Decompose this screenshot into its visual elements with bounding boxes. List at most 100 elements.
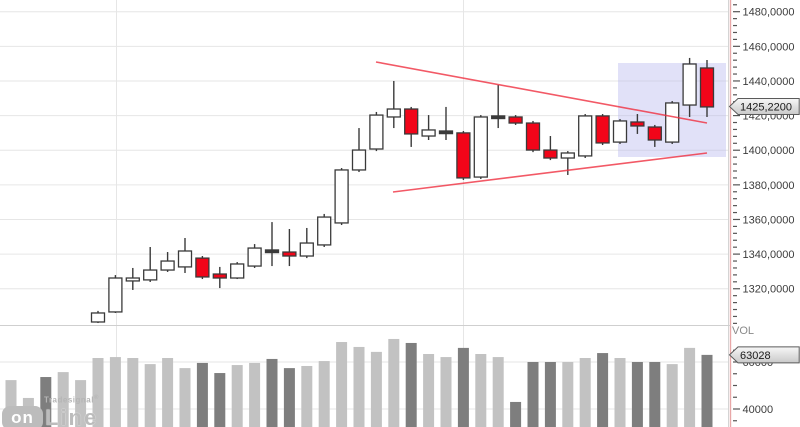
upper-converging-line[interactable] — [375, 61, 708, 124]
volume-bar — [457, 347, 469, 427]
candle-body — [438, 130, 454, 135]
candle-body — [595, 115, 610, 144]
price-axis-label: 1440,0000 — [743, 76, 795, 88]
candle-body — [247, 247, 262, 267]
candle-body — [282, 251, 297, 257]
volume-bar — [109, 357, 121, 427]
candle-body — [108, 277, 123, 313]
candle-body — [212, 273, 227, 279]
price-axis-label: 1380,0000 — [743, 180, 795, 192]
volume-bar — [196, 362, 208, 427]
volume-bar — [701, 354, 713, 427]
candle-body — [299, 242, 314, 257]
volume-bar — [423, 354, 435, 427]
price-axis-label: 1320,0000 — [743, 284, 795, 296]
volume-bar — [684, 347, 696, 427]
trendlines[interactable] — [375, 61, 708, 193]
axis-markers: 1425,2200 63028 VOL — [728, 98, 800, 364]
last-price-marker — [728, 98, 800, 116]
lower-converging-line[interactable] — [392, 152, 708, 193]
last-volume-marker — [728, 346, 800, 364]
volume-bar — [301, 365, 313, 427]
volume-bar — [510, 401, 522, 427]
candle-body — [125, 277, 140, 282]
candle-body — [264, 249, 280, 254]
candle-body — [334, 169, 349, 224]
candle-body — [612, 120, 628, 143]
volume-bar — [649, 361, 661, 427]
candle-body — [525, 122, 541, 151]
volume-bars — [5, 338, 713, 427]
candle-body — [195, 257, 210, 278]
volume-bar — [405, 342, 417, 427]
volume-bar — [475, 354, 487, 427]
tradesignal-logo: Tradesignal® on Line — [2, 395, 99, 427]
volume-panel-label: VOL — [732, 325, 754, 337]
volume-bar — [631, 361, 643, 427]
volume-bar — [283, 368, 295, 427]
volume-bar — [614, 358, 626, 427]
candle-body — [230, 263, 245, 279]
volume-bar — [57, 372, 69, 427]
candle-body — [682, 63, 697, 106]
last-volume-marker-text: 63028 — [740, 350, 771, 362]
candle-body — [160, 260, 175, 271]
volume-bar — [353, 346, 365, 427]
volume-bar — [249, 362, 261, 427]
volume-bar — [579, 358, 591, 427]
price-axis-label: 1400,0000 — [743, 145, 795, 157]
logo-line-text: Line — [45, 404, 99, 427]
candle-body — [369, 114, 384, 150]
volume-bar — [5, 380, 17, 427]
volume-bar — [388, 338, 400, 427]
candle-body — [543, 149, 558, 159]
volume-bar — [527, 361, 539, 427]
candle-body — [90, 312, 106, 323]
volume-bar — [214, 373, 226, 427]
volume-axis-label: 40000 — [743, 404, 774, 416]
candle-body — [473, 116, 488, 178]
candle-body — [699, 67, 715, 108]
candle-body — [456, 132, 471, 179]
price-axis-label: 1340,0000 — [743, 249, 795, 261]
candle-body — [177, 250, 193, 268]
price-axis-label: 1460,0000 — [743, 41, 795, 53]
candle-body — [508, 116, 523, 124]
candle-body — [386, 108, 401, 118]
candle-body — [647, 126, 662, 141]
volume-bar — [92, 358, 104, 427]
volume-bar — [266, 358, 278, 427]
candle-body — [143, 269, 158, 281]
logo-brand-text: Tradesignal® — [44, 395, 99, 405]
candle-body — [421, 129, 436, 137]
volume-bar — [440, 357, 452, 427]
volume-bar — [370, 351, 382, 427]
candle-body — [665, 102, 680, 143]
candle-body — [560, 152, 575, 159]
volume-bar — [544, 361, 556, 427]
registered-mark: ® — [93, 395, 99, 401]
last-price-marker-text: 1425,2200 — [740, 102, 792, 114]
volume-bar — [492, 357, 504, 427]
candle-body — [491, 115, 506, 120]
price-axis-label: 1480,0000 — [743, 7, 795, 19]
volume-bar — [144, 364, 156, 427]
volume-bar — [231, 365, 243, 427]
candles — [90, 57, 715, 324]
candle-body — [404, 108, 419, 135]
volume-bar — [336, 342, 348, 427]
volume-bar — [75, 380, 87, 427]
volume-bar — [179, 368, 191, 427]
volume-bar — [318, 361, 330, 427]
volume-bar — [562, 361, 574, 427]
candle-body — [317, 216, 332, 246]
candle-body — [578, 115, 593, 157]
candle-body — [630, 121, 645, 127]
price-axis-label: 1360,0000 — [743, 214, 795, 226]
volume-bar — [40, 377, 52, 427]
candle-body — [351, 149, 367, 171]
volume-bar — [127, 358, 139, 427]
volume-bar — [162, 358, 174, 427]
